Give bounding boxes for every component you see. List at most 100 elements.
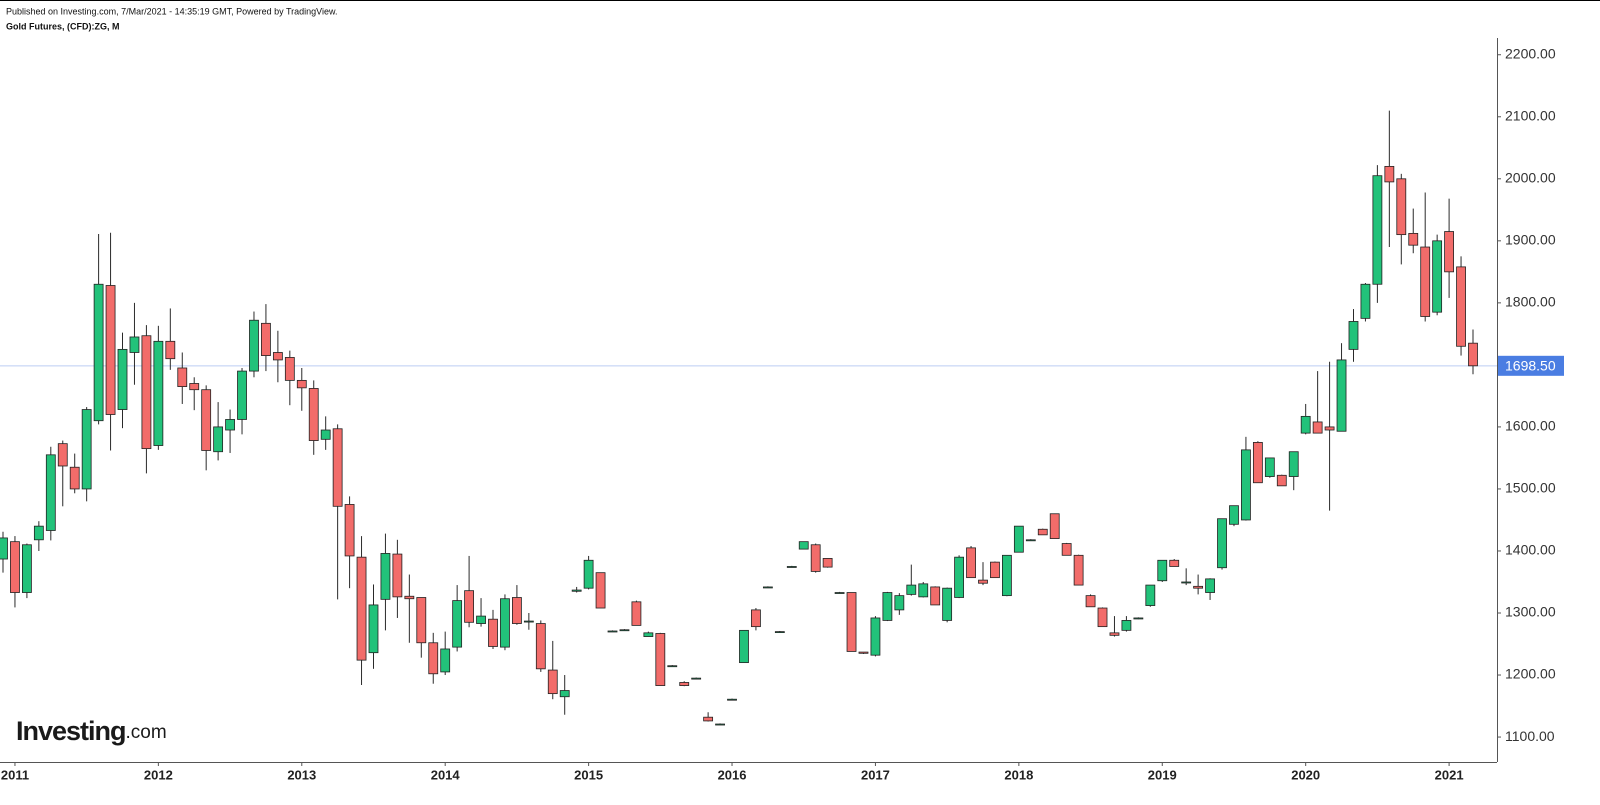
y-tick-label: 1600.00 bbox=[1505, 418, 1556, 434]
candle-body bbox=[141, 335, 152, 450]
candle-body bbox=[0, 537, 8, 560]
y-tick-label: 2100.00 bbox=[1505, 107, 1556, 123]
published-note: Published on Investing.com, 7/Mar/2021 -… bbox=[6, 6, 338, 16]
candle-body bbox=[249, 319, 259, 372]
y-tick-label: 1300.00 bbox=[1505, 604, 1556, 620]
candle-body bbox=[762, 586, 773, 589]
candle-body bbox=[691, 677, 702, 680]
candle-body bbox=[213, 426, 224, 453]
candle-body bbox=[189, 383, 200, 391]
candle-body bbox=[1432, 240, 1443, 313]
candle-body bbox=[1085, 595, 1096, 608]
candle-body bbox=[452, 600, 463, 648]
candle-body bbox=[607, 630, 618, 633]
candle-body bbox=[1181, 581, 1192, 584]
candle-body bbox=[1097, 607, 1108, 628]
candle-body bbox=[1169, 559, 1180, 567]
x-tick-label: 2013 bbox=[287, 767, 316, 782]
candle-body bbox=[1456, 266, 1466, 347]
candle-body bbox=[225, 419, 235, 431]
x-tick-label: 2021 bbox=[1435, 767, 1464, 782]
candle-body bbox=[774, 631, 785, 634]
candle-body bbox=[1360, 283, 1371, 319]
candle-body bbox=[930, 586, 941, 606]
candle-body bbox=[1324, 426, 1335, 431]
candle-body bbox=[571, 589, 582, 592]
candle-body bbox=[1336, 359, 1347, 432]
candle-body bbox=[894, 595, 905, 611]
candle-body bbox=[1372, 175, 1383, 285]
candle-body bbox=[631, 601, 642, 626]
candle-body bbox=[344, 504, 355, 557]
candle-body bbox=[1348, 321, 1359, 350]
candle-body bbox=[1312, 421, 1323, 434]
candle-body bbox=[129, 336, 140, 353]
candle-body bbox=[1396, 178, 1407, 236]
candle-body bbox=[703, 716, 714, 722]
candle-body bbox=[1037, 528, 1048, 536]
candle-body bbox=[57, 443, 68, 467]
candle-body bbox=[428, 642, 439, 675]
candle-body bbox=[990, 561, 1000, 579]
candle-body bbox=[1408, 232, 1419, 246]
candle-body bbox=[201, 389, 212, 451]
candle-body bbox=[1013, 525, 1024, 553]
candle-body bbox=[679, 682, 690, 686]
candle-body bbox=[33, 525, 44, 541]
candle-body bbox=[1133, 617, 1144, 620]
candle-body bbox=[547, 669, 558, 695]
candle-body bbox=[751, 609, 761, 628]
candle-body bbox=[500, 598, 510, 648]
x-tick-label: 2018 bbox=[1004, 767, 1033, 782]
candle-body bbox=[583, 559, 594, 589]
candle-body bbox=[655, 633, 666, 686]
candle-body bbox=[1025, 539, 1036, 542]
candle-body bbox=[1002, 554, 1012, 597]
candle-body bbox=[739, 629, 749, 664]
candle-body bbox=[392, 553, 403, 598]
y-tick-label: 1200.00 bbox=[1505, 666, 1556, 682]
candle-body bbox=[117, 348, 128, 410]
candle-body bbox=[643, 632, 654, 637]
candle-body bbox=[1420, 246, 1431, 317]
candle-body bbox=[870, 617, 881, 656]
candle-body bbox=[81, 409, 92, 490]
candle-body bbox=[1193, 585, 1204, 589]
candle-body bbox=[1276, 474, 1287, 487]
y-tick-label: 1900.00 bbox=[1505, 232, 1556, 248]
x-tick-label: 2020 bbox=[1291, 767, 1320, 782]
candle-body bbox=[1264, 457, 1275, 477]
candle-body bbox=[1384, 165, 1395, 183]
candle-body bbox=[22, 544, 32, 593]
candle-body bbox=[1241, 449, 1251, 521]
logo-brand: Investing bbox=[16, 716, 126, 746]
candle-body bbox=[1252, 442, 1263, 484]
candle-body bbox=[356, 556, 367, 661]
plot-area bbox=[0, 110, 1497, 726]
candle-body bbox=[834, 592, 845, 594]
candle-body bbox=[416, 597, 427, 644]
y-tick-label: 1800.00 bbox=[1505, 294, 1556, 310]
candle-body bbox=[308, 388, 319, 441]
candle-body bbox=[715, 723, 725, 726]
candle-body bbox=[822, 558, 833, 568]
candle-body bbox=[93, 283, 104, 422]
candle-body bbox=[906, 584, 917, 595]
candle-body bbox=[105, 285, 116, 415]
candle-body bbox=[786, 566, 797, 568]
candle-body bbox=[954, 556, 964, 598]
x-tick-label: 2019 bbox=[1148, 767, 1177, 782]
candle-body bbox=[1061, 543, 1072, 556]
candle-body bbox=[1121, 620, 1132, 631]
candle-body bbox=[1468, 342, 1478, 367]
candle-body bbox=[512, 597, 522, 624]
logo-suffix: .com bbox=[126, 722, 167, 743]
instrument-title: Gold Futures, (CFD):ZG, M bbox=[6, 21, 119, 31]
candle-body bbox=[978, 579, 988, 584]
candle-body bbox=[153, 340, 164, 446]
candle-body bbox=[1444, 231, 1454, 273]
candle-body bbox=[1229, 505, 1239, 525]
x-tick-label: 2016 bbox=[718, 767, 747, 782]
